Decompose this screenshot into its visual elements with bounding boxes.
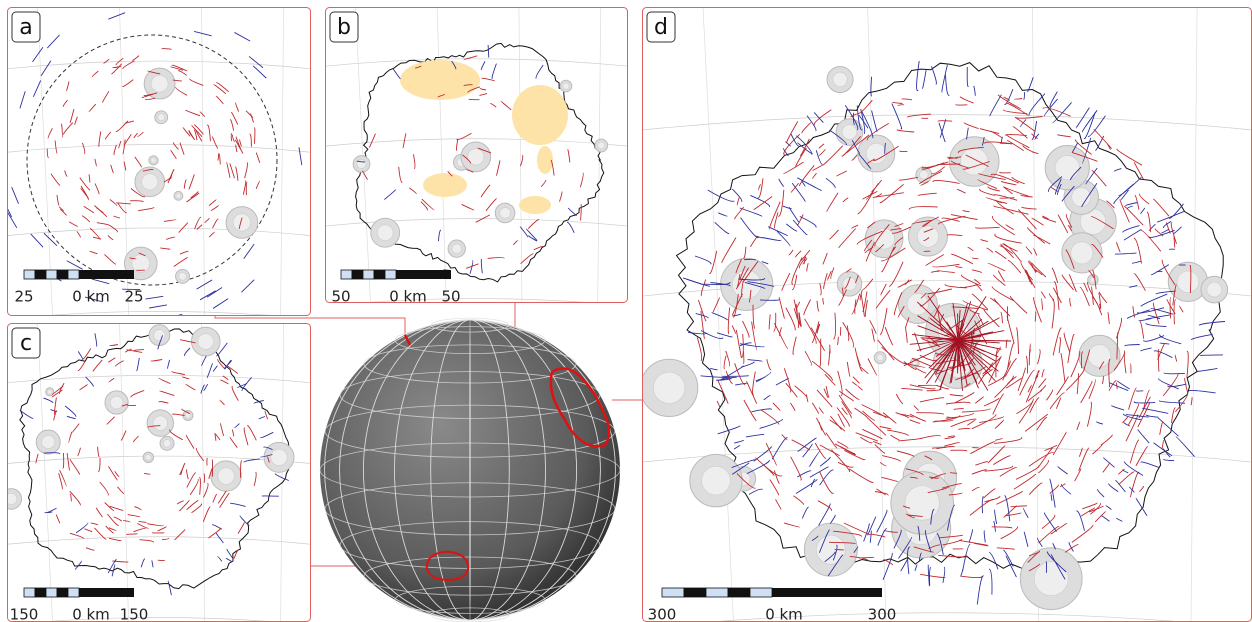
crater-floor xyxy=(233,214,250,231)
panel-bg xyxy=(7,323,311,622)
crater-floor xyxy=(179,273,187,281)
scale-segment xyxy=(352,270,363,279)
scale-label: 300 xyxy=(868,606,897,622)
graben xyxy=(956,105,968,106)
scale-segment xyxy=(374,270,385,279)
crater-floor xyxy=(866,143,886,163)
crater-floor xyxy=(500,208,511,219)
graben xyxy=(126,534,137,535)
crater-floor xyxy=(563,83,569,89)
scale-segment xyxy=(35,588,46,597)
crater-floor xyxy=(142,174,158,190)
scale-segment xyxy=(662,588,684,597)
scale-segment xyxy=(706,588,728,597)
crater-floor xyxy=(1177,271,1199,293)
crater-floor xyxy=(842,125,857,140)
scale-segment xyxy=(57,588,68,597)
crater-floor xyxy=(1088,345,1111,368)
crater-floor xyxy=(271,449,287,465)
panel-label: d xyxy=(654,15,668,40)
scale-segment xyxy=(79,588,134,597)
scale-label: 50 xyxy=(331,288,350,306)
crater-floor xyxy=(163,440,171,448)
scale-label: 150 xyxy=(10,606,39,622)
crater-floor xyxy=(1055,155,1079,179)
globe-disc xyxy=(320,320,620,620)
scale-label: 25 xyxy=(124,288,143,306)
graben xyxy=(212,460,213,477)
scale-segment xyxy=(363,270,374,279)
smooth-plains xyxy=(512,85,568,145)
crater-floor xyxy=(732,270,761,299)
scale-segment xyxy=(46,588,57,597)
graben xyxy=(924,251,930,252)
scale-segment xyxy=(24,270,35,279)
panel xyxy=(1,323,311,622)
scale-segment xyxy=(24,588,35,597)
crater-floor xyxy=(48,390,52,394)
crater-floor xyxy=(151,75,168,92)
scale-segment xyxy=(750,588,772,597)
crater-floor xyxy=(919,171,928,180)
scale-segment xyxy=(46,270,57,279)
scale-label: 50 xyxy=(441,288,460,306)
crater-floor xyxy=(1207,282,1222,297)
smooth-plains xyxy=(537,146,553,174)
scale-label: 25 xyxy=(14,288,33,306)
scale-label: 0 km xyxy=(389,288,427,306)
scale-segment xyxy=(341,270,352,279)
scale-label: 0 km xyxy=(72,606,110,622)
crater-floor xyxy=(151,158,156,163)
panel xyxy=(325,7,628,306)
crater-floor xyxy=(42,435,55,448)
panel-label: c xyxy=(20,331,32,356)
crater-floor xyxy=(877,354,884,361)
crater-floor xyxy=(218,468,235,485)
scale-segment xyxy=(772,588,882,597)
smooth-plains xyxy=(423,173,467,197)
scale-label: 0 km xyxy=(72,288,110,306)
scale-label: 0 km xyxy=(765,606,803,622)
crater-floor xyxy=(132,254,150,272)
crater-floor xyxy=(702,466,731,495)
panel-label: b xyxy=(337,15,351,40)
scale-segment xyxy=(396,270,451,279)
crater-floor xyxy=(176,193,181,198)
crater-floor xyxy=(153,416,168,431)
crater-floor xyxy=(874,228,895,249)
crater-floor xyxy=(833,72,847,86)
wrinkle-ridge xyxy=(1046,562,1047,573)
smooth-plains xyxy=(519,196,551,214)
crater-floor xyxy=(154,329,165,340)
globe xyxy=(320,318,620,622)
crater-floor xyxy=(653,372,685,404)
crater-floor xyxy=(598,142,605,149)
scale-segment xyxy=(684,588,706,597)
scale-label: 150 xyxy=(120,606,149,622)
scale-segment xyxy=(68,270,79,279)
crater-floor xyxy=(961,148,988,175)
smooth-plains xyxy=(400,60,480,100)
crater-floor xyxy=(158,114,165,121)
crater-floor xyxy=(198,334,214,350)
crater-floor xyxy=(907,293,928,314)
scale-segment xyxy=(35,270,46,279)
scale-segment xyxy=(385,270,396,279)
crater-floor xyxy=(1034,562,1068,596)
crater-floor xyxy=(452,244,462,254)
scale-segment xyxy=(728,588,750,597)
crater-floor xyxy=(1071,242,1093,264)
crater-floor xyxy=(145,454,151,460)
crater-floor xyxy=(377,225,393,241)
crater-floor xyxy=(110,396,123,409)
scale-segment xyxy=(57,270,68,279)
panel-label: a xyxy=(19,15,32,40)
scale-segment xyxy=(79,270,134,279)
panel xyxy=(640,7,1252,622)
figure: a 25 0 km 25 b 50 0 km 50 c 150 0 km 150 d 300 0 km 300 xyxy=(0,0,1252,622)
crater-floor xyxy=(917,226,938,247)
crater-floor xyxy=(357,159,366,168)
scale-label: 300 xyxy=(648,606,677,622)
scale-segment xyxy=(68,588,79,597)
